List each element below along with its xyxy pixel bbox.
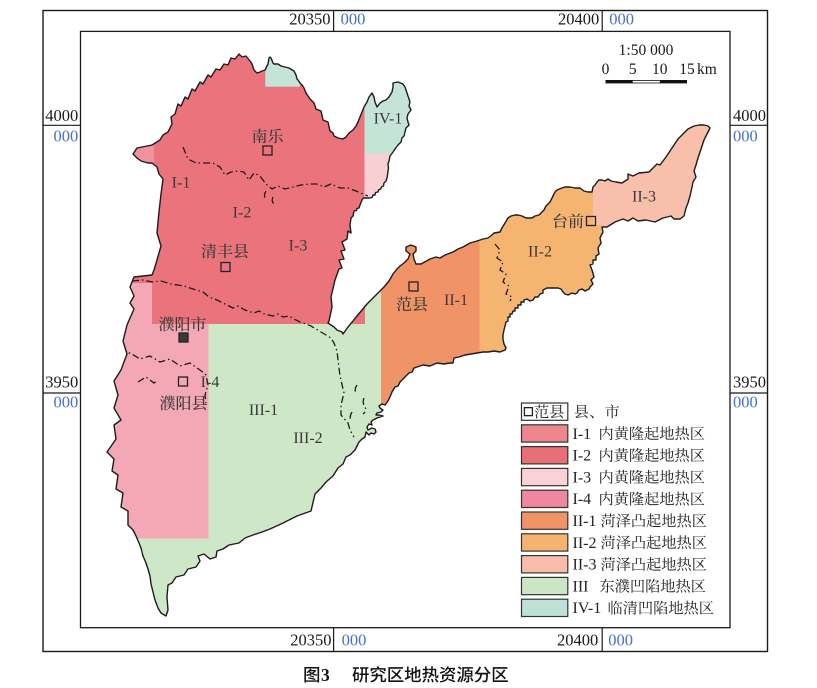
svg-text:II-2: II-2	[573, 535, 597, 552]
svg-text:IV-1: IV-1	[573, 600, 602, 617]
svg-text:III-1: III-1	[249, 402, 278, 419]
svg-text:4000: 4000	[733, 106, 766, 125]
svg-text:000: 000	[342, 630, 367, 649]
svg-text:3: 3	[321, 665, 330, 685]
svg-text:I-1: I-1	[172, 175, 191, 192]
svg-text:000: 000	[341, 10, 366, 29]
svg-text:III: III	[573, 578, 589, 595]
svg-text:3950: 3950	[733, 373, 766, 392]
svg-text:1:50 000: 1:50 000	[619, 42, 674, 59]
svg-text:I-3: I-3	[289, 238, 308, 255]
svg-text:I-2: I-2	[573, 448, 592, 465]
svg-text:I-4: I-4	[573, 491, 592, 508]
svg-text:4000: 4000	[45, 106, 78, 125]
svg-text:000: 000	[609, 10, 634, 29]
svg-text:II-1: II-1	[444, 292, 468, 309]
svg-text:II-2: II-2	[528, 244, 552, 261]
svg-text:III-2: III-2	[293, 430, 322, 447]
svg-text:km: km	[697, 61, 717, 78]
svg-text:I-3: I-3	[573, 469, 592, 486]
svg-text:000: 000	[54, 393, 79, 412]
svg-text:I-4: I-4	[201, 374, 220, 391]
svg-text:20350: 20350	[290, 630, 331, 649]
svg-text:II-3: II-3	[632, 189, 656, 206]
svg-text:20350: 20350	[289, 10, 330, 29]
svg-text:15: 15	[679, 61, 695, 78]
svg-text:3950: 3950	[45, 373, 78, 392]
svg-text:I-2: I-2	[233, 205, 252, 222]
svg-text:5: 5	[629, 61, 637, 78]
svg-text:000: 000	[54, 127, 79, 146]
svg-text:II-1: II-1	[573, 513, 597, 530]
svg-text:IV-1: IV-1	[374, 111, 403, 128]
svg-text:I-1: I-1	[573, 426, 592, 443]
svg-text:0: 0	[602, 61, 610, 78]
svg-text:000: 000	[733, 393, 758, 412]
svg-text:000: 000	[733, 127, 758, 146]
svg-text:20400: 20400	[557, 630, 598, 649]
svg-text:000: 000	[608, 630, 633, 649]
svg-text:20400: 20400	[558, 10, 599, 29]
svg-text:10: 10	[652, 61, 668, 78]
svg-text:II-3: II-3	[573, 557, 597, 574]
